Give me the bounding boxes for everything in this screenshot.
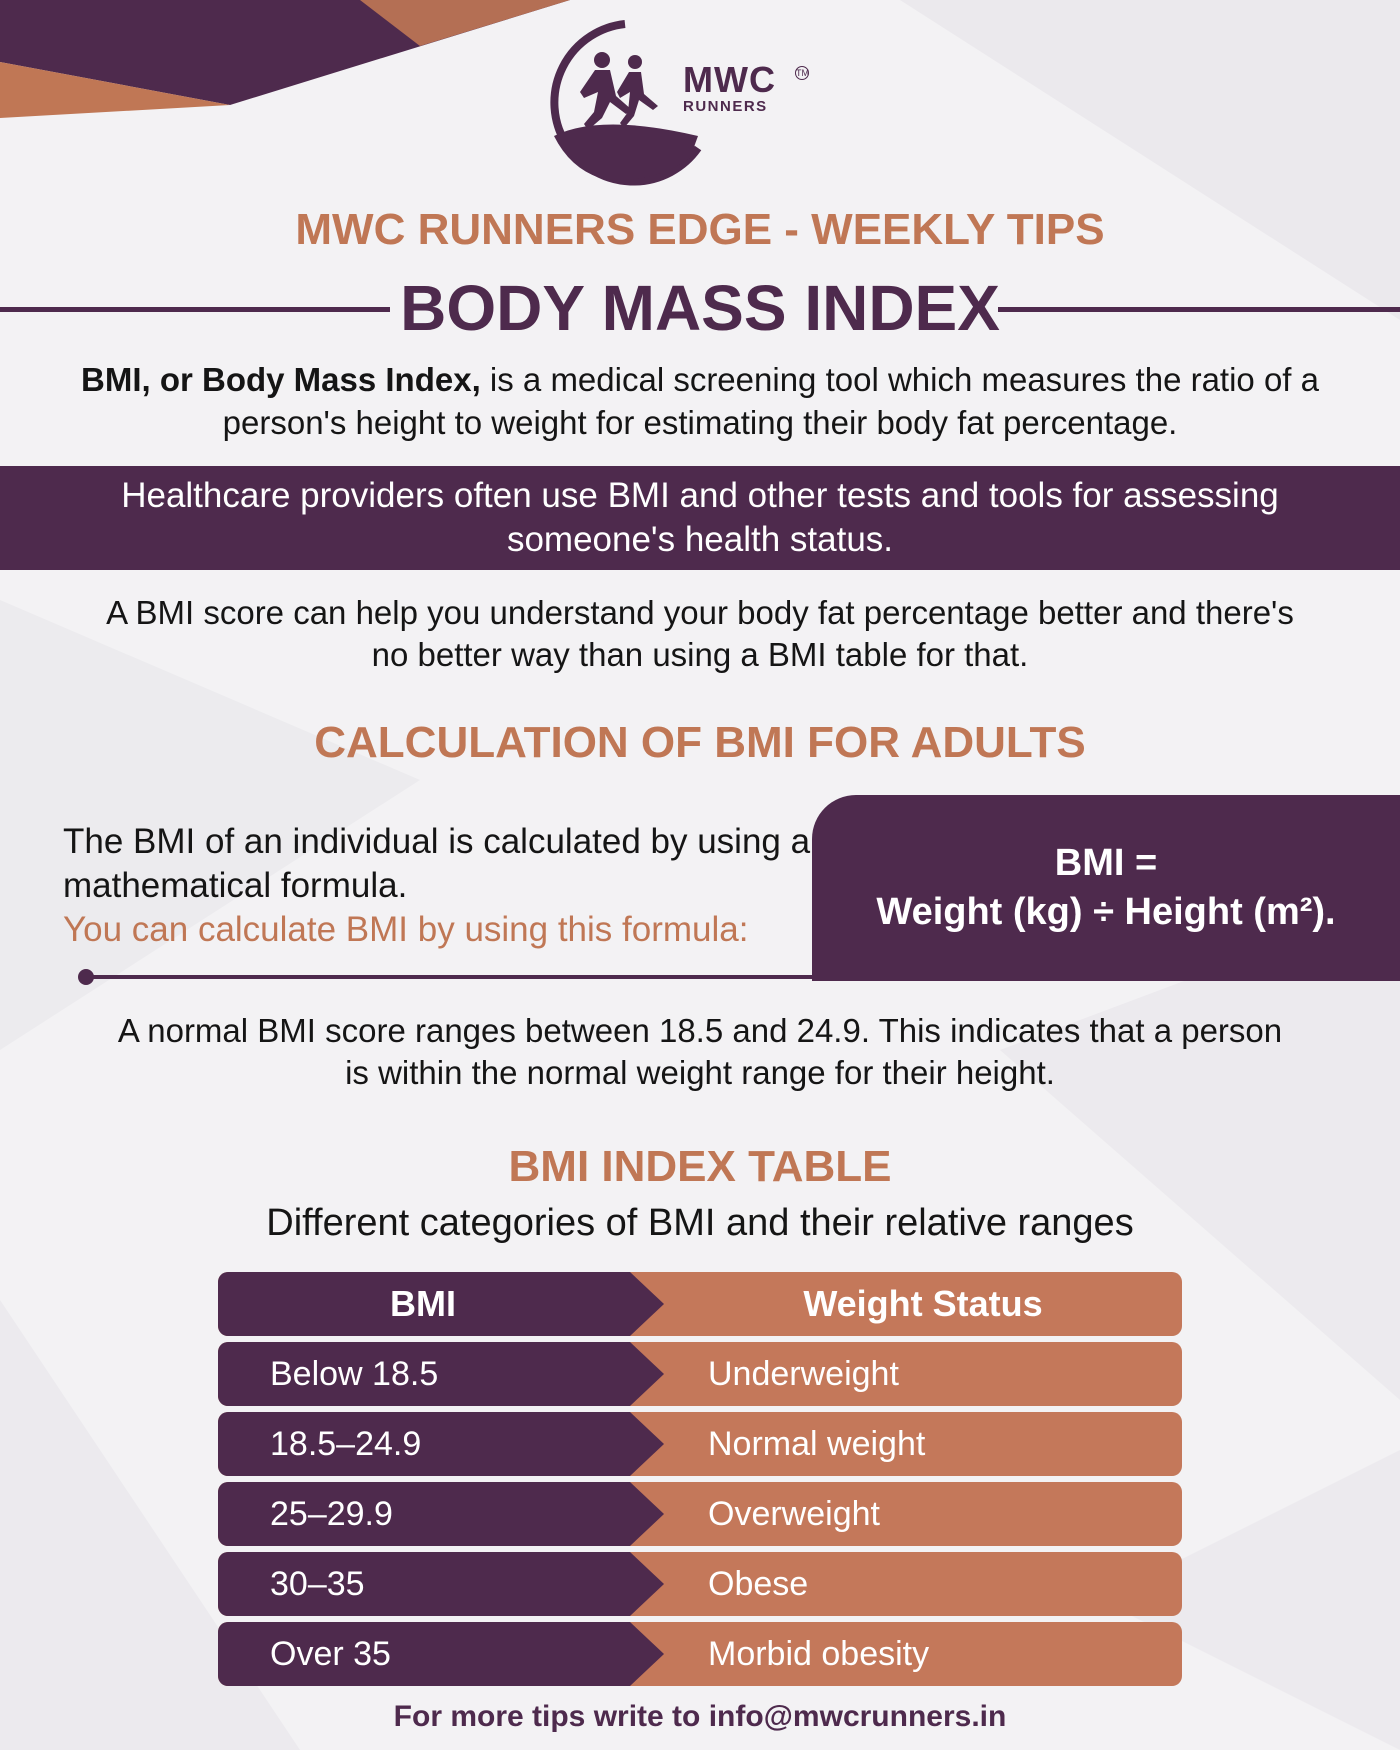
calculation-heading: CALCULATION OF BMI FOR ADULTS: [314, 718, 1086, 767]
table-heading: BMI INDEX TABLE: [508, 1142, 892, 1191]
divider-dot: [78, 969, 94, 985]
runners-silhouette-icon: [550, 20, 702, 186]
page-title: BODY MASS INDEX: [400, 272, 1000, 344]
column-header-bmi: BMI: [390, 1283, 456, 1324]
formula-line-2: Weight (kg) ÷ Height (m²).: [876, 891, 1336, 933]
status-cell: Overweight: [708, 1495, 880, 1533]
status-cell: Morbid obesity: [708, 1635, 930, 1673]
bmi-table: BMI Weight Status Below 18.5 Underweight…: [218, 1272, 1182, 1692]
status-cell: Underweight: [708, 1355, 899, 1393]
calculation-divider: [80, 975, 820, 979]
bmi-cell: 30–35: [270, 1565, 365, 1603]
table-row: 30–35 Obese: [218, 1552, 1182, 1616]
table-header-row: BMI Weight Status: [218, 1272, 1182, 1336]
logo-name: MWC: [683, 59, 776, 100]
table-row: 18.5–24.9 Normal weight: [218, 1412, 1182, 1476]
title-divider-left: [0, 307, 390, 312]
table-row: Below 18.5 Underweight: [218, 1342, 1182, 1406]
title-row: BODY MASS INDEX: [0, 268, 1400, 348]
footer-contact: For more tips write to info@mwcrunners.i…: [393, 1700, 1007, 1733]
normal-range-text: A normal BMI score ranges between 18.5 a…: [117, 1012, 1283, 1091]
corner-copper-shape: [0, 62, 230, 118]
table-subheading: Different categories of BMI and their re…: [266, 1202, 1134, 1244]
bmi-cell: 25–29.9: [270, 1495, 393, 1533]
calculation-text: The BMI of an individual is calculated b…: [63, 820, 823, 952]
column-header-weight-status: Weight Status: [803, 1283, 1043, 1324]
formula-line-1: BMI =: [1054, 842, 1158, 884]
brand-logo: MWC RUNNERS TM: [540, 18, 820, 190]
status-cell: Obese: [708, 1565, 809, 1603]
formula-box: BMI = Weight (kg) ÷ Height (m²).: [812, 795, 1400, 981]
bmi-cell: 18.5–24.9: [270, 1425, 422, 1463]
bmi-cell: Over 35: [270, 1635, 391, 1673]
highlight-band: Healthcare providers often use BMI and o…: [0, 466, 1400, 570]
status-cell: Normal weight: [708, 1425, 926, 1463]
calculation-accent: You can calculate BMI by using this form…: [63, 910, 749, 949]
title-divider-right: [998, 307, 1400, 312]
kicker-heading: MWC RUNNERS EDGE - WEEKLY TIPS: [295, 205, 1105, 254]
table-row: 25–29.9 Overweight: [218, 1482, 1182, 1546]
bmi-table-intro: A BMI score can help you understand your…: [106, 594, 1294, 673]
bmi-cell: Below 18.5: [270, 1355, 439, 1393]
logo-subtitle: RUNNERS: [683, 98, 768, 115]
table-row: Over 35 Morbid obesity: [218, 1622, 1182, 1686]
calculation-description: The BMI of an individual is calculated b…: [63, 822, 811, 905]
intro-paragraph: BMI, or Body Mass Index, is a medical sc…: [60, 358, 1340, 444]
intro-rest: is a medical screening tool which measur…: [222, 361, 1319, 441]
trademark-mark: TM: [795, 66, 809, 80]
band-text: Healthcare providers often use BMI and o…: [121, 476, 1279, 559]
intro-bold: BMI, or Body Mass Index,: [81, 361, 481, 398]
